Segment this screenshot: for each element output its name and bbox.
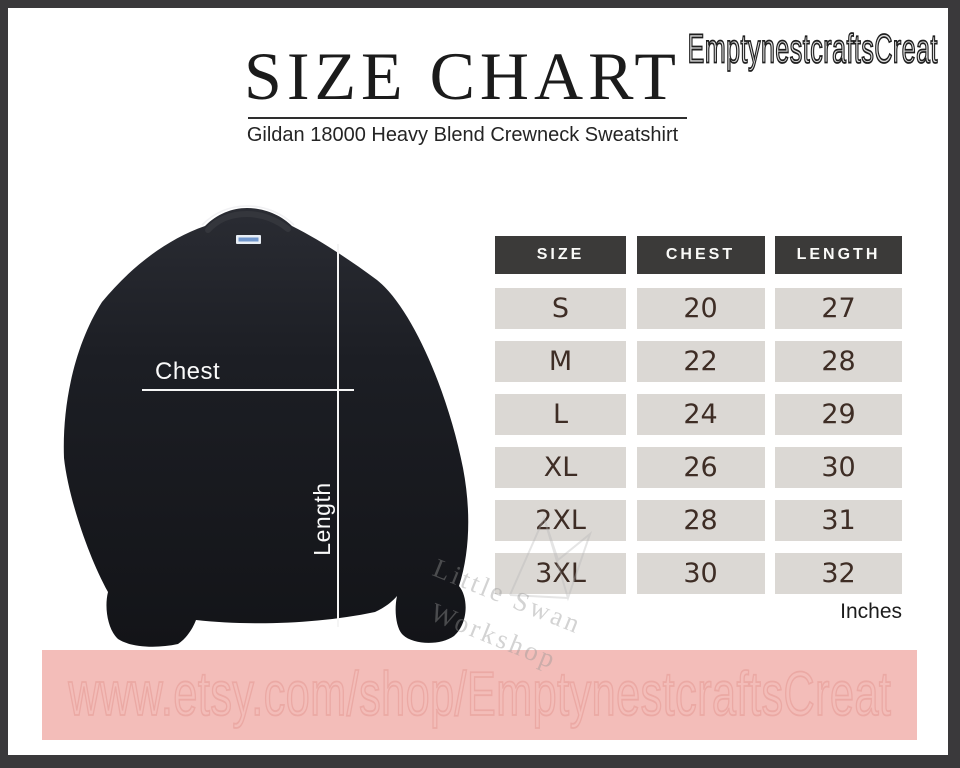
chest-cell: 24 bbox=[636, 394, 765, 435]
chest-cell: 30 bbox=[636, 553, 765, 594]
chest-cell: 22 bbox=[636, 341, 765, 382]
sweatshirt-silhouette bbox=[63, 208, 469, 647]
collar-band bbox=[205, 210, 291, 233]
size-table-header: SIZE CHEST LENGTH bbox=[495, 236, 902, 274]
neck-tag-icon bbox=[236, 235, 261, 244]
size-cell: L bbox=[495, 394, 626, 435]
shop-brand-logo: EmptynestcraftsCreat bbox=[687, 26, 938, 73]
column-header-length: LENGTH bbox=[775, 236, 902, 274]
chest-label: Chest bbox=[155, 358, 221, 385]
chest-cell: 20 bbox=[636, 288, 765, 329]
length-cell: 28 bbox=[775, 341, 902, 382]
length-cell: 27 bbox=[775, 288, 902, 329]
page-subtitle: Gildan 18000 Heavy Blend Crewneck Sweats… bbox=[246, 124, 679, 146]
units-label: Inches bbox=[840, 600, 902, 623]
shop-url-banner: www.etsy.com/shop/EmptynestcraftsCreat bbox=[42, 650, 917, 740]
collar-highlight bbox=[201, 205, 295, 226]
length-measure-line bbox=[337, 244, 339, 627]
page-title: SIZE CHART bbox=[244, 38, 681, 114]
chest-measure-line bbox=[142, 389, 354, 391]
chest-cell: 26 bbox=[636, 447, 765, 488]
length-label: Length bbox=[308, 482, 335, 556]
length-cell: 31 bbox=[775, 500, 902, 541]
shop-url-text: www.etsy.com/shop/EmptynestcraftsCreat bbox=[67, 659, 891, 730]
table-body: S 20 27 M 22 28 L 24 29 XL 26 30 2XL 28 31 3XL 30 32 bbox=[495, 288, 902, 594]
column-header-size: SIZE bbox=[495, 236, 626, 274]
length-cell: 30 bbox=[775, 447, 902, 488]
column-header-chest: CHEST bbox=[636, 236, 765, 274]
sweatshirt-illustration bbox=[63, 205, 469, 647]
length-cell: 32 bbox=[775, 553, 902, 594]
chest-cell: 28 bbox=[636, 500, 765, 541]
length-cell: 29 bbox=[775, 394, 902, 435]
size-cell: S bbox=[495, 288, 626, 329]
size-cell: 2XL bbox=[495, 500, 626, 541]
size-table: SIZE CHEST LENGTH S 20 27 M 22 28 L 24 29 XL 26 30 2… bbox=[495, 236, 902, 594]
title-divider bbox=[248, 117, 687, 119]
size-cell: 3XL bbox=[495, 553, 626, 594]
size-cell: XL bbox=[495, 447, 626, 488]
size-cell: M bbox=[495, 341, 626, 382]
